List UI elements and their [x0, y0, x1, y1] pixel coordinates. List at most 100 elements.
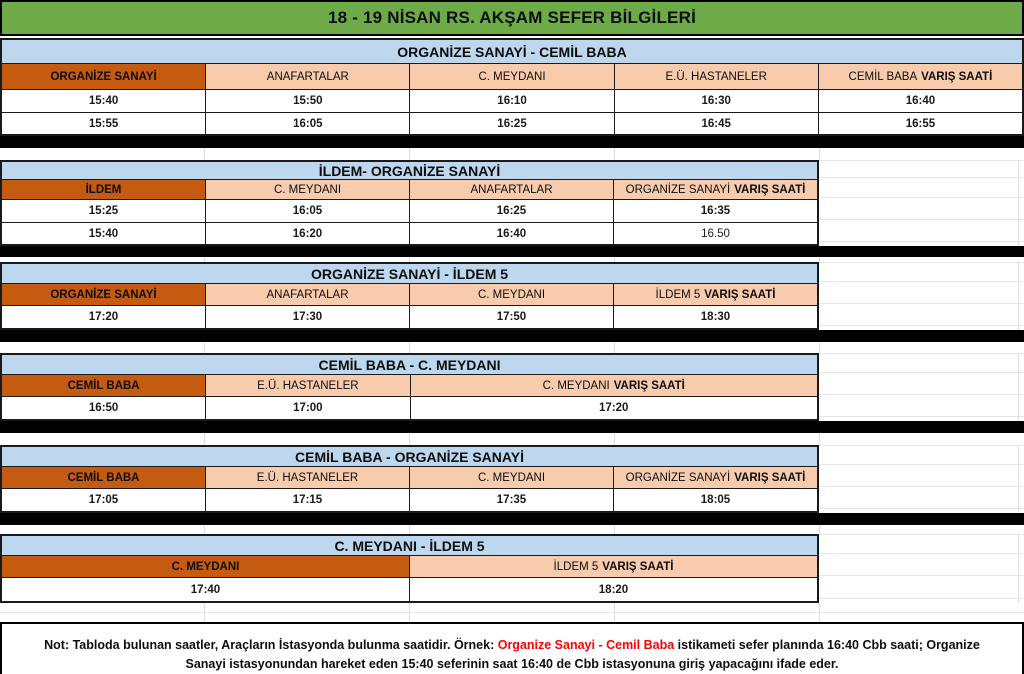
empty-grid-cell — [819, 534, 1024, 554]
section-gap-row — [0, 342, 1024, 353]
station-label: ORGANİZE SANAYİ — [625, 471, 731, 484]
station-label: ORGANİZE SANAYİ — [625, 183, 731, 196]
route-section: İLDEM- ORGANİZE SANAYİ İLDEM C. MEYDANI ANA… — [0, 160, 1024, 246]
time-cell: 16:20 — [205, 223, 409, 244]
footnote-highlight-route: Organize Sanayi - Cemil Baba — [497, 637, 675, 652]
time-cell: 18:30 — [613, 306, 817, 328]
empty-grid-cell — [819, 554, 1024, 576]
station-cell: C. MEYDANI VARIŞ SAATİ — [409, 375, 817, 396]
station-header-row: CEMİL BABA E.Ü. HASTANELER C. MEYDANI VARIŞ… — [2, 375, 817, 397]
empty-grid-strip — [819, 534, 1024, 603]
route-section: CEMİL BABA - ORGANİZE SANAYİ CEMİL BABA E.… — [0, 445, 1024, 513]
arrival-time-label: VARIŞ SAATİ — [734, 471, 806, 484]
route-section: ORGANİZE SANAYİ - İLDEM 5 ORGANİZE SANAYİ… — [0, 262, 1024, 330]
time-cell: 15:40 — [2, 223, 205, 244]
separator-bar — [0, 136, 1024, 148]
station-cell: C. MEYDANI — [409, 467, 613, 488]
section-gap-row — [0, 148, 1024, 160]
station-label: İLDEM — [85, 183, 122, 196]
station-cell: İLDEM 5 VARIŞ SAATİ — [613, 284, 817, 305]
section-gap-row — [0, 257, 1024, 262]
station-cell: E.Ü. HASTANELER — [205, 375, 410, 396]
section-gap-row — [0, 433, 1024, 445]
time-cell: 17:50 — [409, 306, 613, 328]
empty-grid-cell — [819, 282, 1024, 304]
empty-grid-cell — [819, 395, 1024, 417]
time-cell: 16:25 — [409, 113, 614, 134]
footnote-suffix: istikameti sefer planında 16:40 Cbb saat… — [185, 637, 980, 671]
time-cell: 18:20 — [409, 578, 817, 601]
time-cell: 16:55 — [817, 113, 1023, 134]
separator-bar — [0, 513, 1024, 525]
time-cell: 16:05 — [205, 200, 409, 222]
separator-bar — [0, 330, 1024, 342]
time-cell: 17:35 — [409, 489, 613, 511]
section-gap-row — [0, 525, 1024, 534]
station-cell: C. MEYDANI — [409, 64, 614, 89]
time-cell: 17:00 — [205, 397, 410, 419]
time-cell: 17:05 — [2, 489, 205, 511]
station-label: ORGANİZE SANAYİ — [50, 288, 157, 301]
time-row: 16:50 17:00 17:20 — [2, 397, 817, 419]
empty-grid-cell — [819, 465, 1024, 487]
station-header-row: C. MEYDANI İLDEM 5 VARIŞ SAATİ — [2, 556, 817, 578]
empty-grid-cell — [819, 198, 1024, 220]
empty-grid-cell — [819, 487, 1024, 509]
station-header-row: ORGANİZE SANAYİ ANAFARTALAR C. MEYDANI E.Ü.… — [2, 64, 1023, 90]
time-cell: 16:30 — [613, 90, 818, 112]
station-label: C. MEYDANI — [542, 379, 610, 392]
time-cell: 17:40 — [2, 578, 409, 601]
empty-grid-cell — [819, 576, 1024, 599]
origin-station-cell: İLDEM — [2, 180, 205, 199]
station-label: ANAFARTALAR — [266, 70, 349, 83]
route-table: CEMİL BABA - C. MEYDANI CEMİL BABA E.Ü. HA… — [0, 353, 819, 421]
separator-bar — [0, 246, 1024, 257]
empty-grid-cell — [819, 160, 1024, 178]
footnote-text: Not: Tabloda bulunan saatler, Araçların … — [42, 636, 982, 674]
route-section: CEMİL BABA - C. MEYDANI CEMİL BABA E.Ü. HA… — [0, 353, 1024, 421]
empty-grid-row — [0, 613, 1024, 622]
empty-grid-cell — [819, 220, 1024, 242]
station-label: E.Ü. HASTANELER — [665, 70, 767, 83]
arrival-time-label: VARIŞ SAATİ — [613, 379, 685, 392]
station-label: C. MEYDANI — [478, 70, 546, 83]
route-section: ORGANİZE SANAYİ - CEMİL BABA ORGANİZE SAN… — [0, 38, 1024, 136]
station-label: CEMİL BABA — [848, 70, 918, 83]
route-table: İLDEM- ORGANİZE SANAYİ İLDEM C. MEYDANI ANA… — [0, 160, 819, 246]
station-label: C. MEYDANI — [477, 471, 546, 484]
station-cell: C. MEYDANI — [409, 284, 613, 305]
empty-grid-cell — [819, 373, 1024, 395]
empty-grid-cell — [819, 262, 1024, 282]
arrival-time-label: VARIŞ SAATİ — [734, 183, 806, 196]
route-table: C. MEYDANI - İLDEM 5 C. MEYDANI İLDEM 5 VAR… — [0, 534, 819, 603]
station-cell: C. MEYDANI — [205, 180, 409, 199]
time-cell: 17:30 — [205, 306, 409, 328]
station-cell: ORGANİZE SANAYİ VARIŞ SAATİ — [613, 180, 817, 199]
origin-station-cell: ORGANİZE SANAYİ — [2, 284, 205, 305]
route-section: C. MEYDANI - İLDEM 5 C. MEYDANI İLDEM 5 VAR… — [0, 534, 1024, 603]
station-label: ORGANİZE SANAYİ — [50, 70, 157, 83]
route-table: ORGANİZE SANAYİ - CEMİL BABA ORGANİZE SAN… — [0, 38, 1024, 136]
route-title: İLDEM- ORGANİZE SANAYİ — [2, 162, 817, 180]
time-row: 17:05 17:15 17:35 18:05 — [2, 489, 817, 511]
station-cell: E.Ü. HASTANELER — [205, 467, 409, 488]
arrival-time-label: VARIŞ SAATİ — [921, 70, 993, 83]
origin-station-cell: C. MEYDANI — [2, 556, 409, 577]
route-table: ORGANİZE SANAYİ - İLDEM 5 ORGANİZE SANAYİ… — [0, 262, 819, 330]
empty-grid-strip — [819, 262, 1024, 330]
route-title: CEMİL BABA - C. MEYDANI — [2, 355, 817, 375]
arrival-time-label: VARIŞ SAATİ — [602, 560, 674, 573]
empty-grid-strip — [819, 160, 1024, 246]
time-row: 17:20 17:30 17:50 18:30 — [2, 306, 817, 328]
station-cell: ANAFARTALAR — [409, 180, 613, 199]
route-title: ORGANİZE SANAYİ - CEMİL BABA — [2, 40, 1022, 64]
empty-grid-cell — [819, 304, 1024, 326]
time-cell: 17:20 — [2, 306, 205, 328]
station-label: ANAFARTALAR — [266, 288, 349, 301]
origin-station-cell: CEMİL BABA — [2, 467, 205, 488]
time-cell: 15:50 — [205, 90, 410, 112]
time-cell: 18:05 — [613, 489, 817, 511]
time-row: 15:55 16:05 16:25 16:45 16:55 — [2, 112, 1023, 134]
route-title: C. MEYDANI - İLDEM 5 — [2, 536, 817, 556]
footnote-prefix: Not: Tabloda bulunan saatler, Araçların … — [44, 637, 498, 652]
